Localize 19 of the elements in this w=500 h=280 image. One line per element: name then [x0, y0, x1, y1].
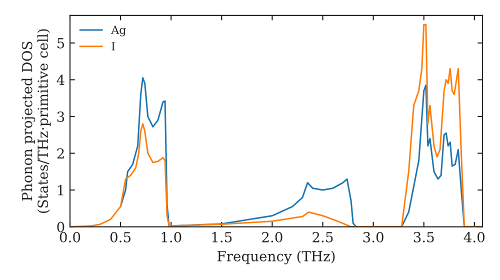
- x-tick-label: 1.5: [212, 232, 232, 242]
- x-tick-label: 2.5: [312, 232, 333, 242]
- y-tick-label: 4: [56, 74, 64, 86]
- y-tick-label: 0: [57, 222, 64, 232]
- x-tick-label: 2.0: [262, 232, 282, 242]
- x-tick-label: 3.5: [414, 232, 434, 242]
- legend-label: Ag: [111, 26, 126, 36]
- x-tick-label: 1.0: [162, 232, 182, 242]
- y-tick-label: 3: [57, 111, 64, 122]
- y-tick-label: 5: [57, 38, 64, 48]
- y-axis-title: Phonon projected DOS (States/THz·primitive cell): [22, 29, 51, 213]
- x-tick-label: 4.0: [464, 232, 485, 242]
- x-tick-label: 0.0: [60, 232, 80, 242]
- x-tick-label: 3.0: [363, 232, 384, 242]
- y-tick-label: 1: [58, 185, 64, 196]
- x-axis-title: Frequency (THz): [217, 250, 335, 264]
- legend-label: I: [112, 42, 115, 50]
- y-tick-label: 2: [57, 148, 64, 159]
- x-tick-label: 0.5: [110, 232, 131, 242]
